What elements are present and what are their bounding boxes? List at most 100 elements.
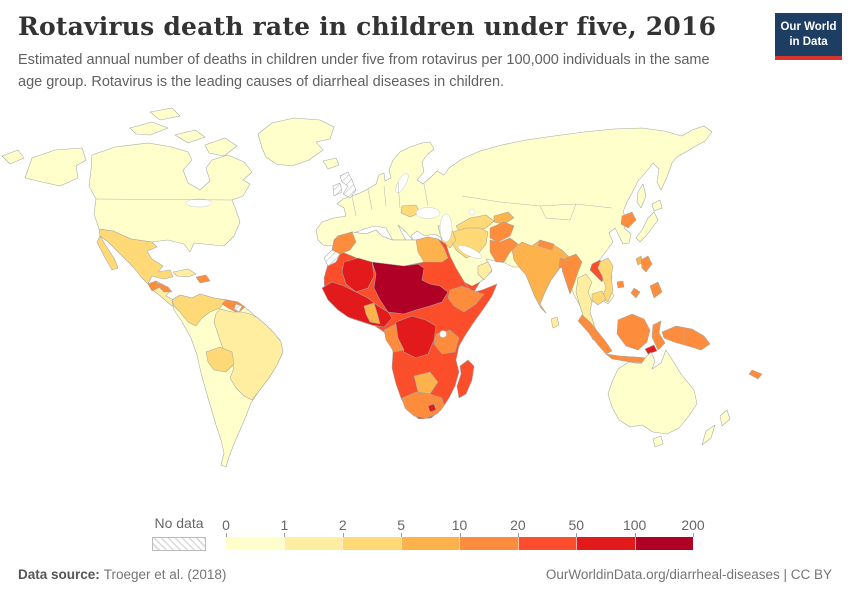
region-cambodia[interactable] (591, 290, 607, 306)
legend-tick-mark (342, 533, 344, 537)
country-borders (95, 181, 685, 346)
legend-tick-mark (459, 533, 461, 537)
persian-gulf (457, 245, 483, 259)
region-borneo[interactable] (616, 313, 651, 351)
region-south-africa[interactable] (401, 391, 445, 419)
region-ethiopia[interactable] (447, 285, 485, 313)
region-new-guinea[interactable] (661, 325, 711, 351)
region-morocco[interactable] (331, 231, 357, 255)
legend-bin-5-10[interactable] (400, 537, 459, 550)
chart-title: Rotavirus death rate in children under f… (18, 12, 717, 41)
legend-tick-20: 20 (510, 517, 526, 533)
region-colombia-venezuela[interactable] (171, 293, 227, 327)
region-sakhalin[interactable] (636, 183, 647, 209)
legend-tick-2: 2 (338, 517, 347, 533)
region-tasmania[interactable] (652, 435, 664, 448)
legend-tick-labels: 0 1 2 5 10 20 50 100 200 (222, 514, 705, 533)
logo-line-2: in Data (789, 35, 828, 48)
region-western-sahara[interactable] (323, 249, 341, 267)
legend-tick-mark (634, 533, 636, 537)
region-iceland[interactable] (322, 157, 340, 170)
legend-bin-2-5[interactable] (342, 537, 401, 550)
region-kyrgyz-tajik[interactable] (493, 211, 515, 225)
legend-tick-50: 50 (568, 517, 585, 533)
region-thailand[interactable] (575, 273, 595, 331)
legend-tick-10: 10 (451, 517, 468, 533)
region-japan[interactable] (635, 199, 663, 243)
legend-bin-1-2[interactable] (283, 537, 342, 550)
legend-tick-mark (576, 533, 578, 537)
lake-victoria (439, 330, 447, 338)
baltic-sea (395, 172, 409, 194)
great-lakes (185, 198, 213, 208)
region-new-caledonia[interactable] (748, 369, 763, 380)
legend-tick-0: 0 (222, 517, 230, 533)
region-alaska[interactable] (24, 147, 87, 187)
region-vietnam[interactable] (597, 257, 614, 303)
region-myanmar[interactable] (561, 253, 583, 295)
region-greenland[interactable] (257, 117, 335, 167)
region-sri-lanka[interactable] (550, 316, 560, 329)
region-iran[interactable] (449, 227, 489, 259)
region-pakistan[interactable] (489, 237, 519, 263)
region-hispaniola[interactable] (195, 274, 211, 284)
region-madagascar[interactable] (456, 359, 475, 399)
region-chukotka-west[interactable] (1, 149, 25, 165)
map-legend: No data 0 1 2 5 10 20 50 100 200 (0, 514, 850, 556)
region-sahel[interactable] (371, 261, 449, 315)
legend-color-bar (226, 533, 694, 550)
no-data-label: No data (154, 515, 204, 531)
region-ghana[interactable] (363, 302, 381, 325)
region-new-zealand[interactable] (701, 409, 731, 446)
legend-tick-mark (284, 533, 286, 537)
legend-tick-5: 5 (397, 517, 406, 533)
region-nepal[interactable] (537, 239, 555, 251)
region-timor[interactable] (644, 344, 658, 355)
region-egypt[interactable] (415, 236, 449, 263)
region-arctic-islands[interactable] (129, 108, 238, 157)
region-afghanistan[interactable] (489, 221, 515, 243)
region-australia[interactable] (607, 349, 698, 435)
region-brazil[interactable] (213, 308, 284, 401)
world-map (1, 108, 763, 468)
legend-no-data: No data (152, 514, 206, 551)
region-india[interactable] (511, 239, 571, 314)
legend-bin-10-20[interactable] (459, 537, 518, 550)
chart-subtitle: Estimated annual number of deaths in chi… (18, 52, 710, 90)
region-bolivia[interactable] (205, 346, 235, 373)
region-hainan[interactable] (616, 280, 625, 289)
data-source: Data source: Troeger et al. (2018) (18, 567, 226, 582)
region-philippines[interactable] (630, 255, 663, 299)
region-sumatra[interactable] (577, 314, 613, 355)
legend-scale: 0 1 2 5 10 20 50 100 200 (222, 514, 705, 550)
data-source-label: Data source: (18, 567, 100, 582)
owid-logo[interactable]: Our World in Data (775, 13, 842, 60)
region-honduras[interactable] (157, 282, 173, 293)
legend-tick-1: 1 (280, 517, 289, 533)
legend-bin-100-200[interactable] (634, 537, 693, 550)
region-botswana[interactable] (413, 371, 439, 395)
region-north-korea[interactable] (620, 211, 637, 229)
region-gabon-congo[interactable] (383, 323, 405, 353)
region-mali[interactable] (341, 257, 375, 293)
credit-link[interactable]: OurWorldinData.org/diarrheal-diseases | … (545, 567, 832, 582)
no-data-swatch[interactable] (152, 537, 206, 551)
legend-tick-mark (517, 533, 519, 537)
region-sulawesi[interactable] (651, 320, 666, 351)
legend-tick-100: 100 (622, 517, 647, 533)
region-lesotho[interactable] (427, 403, 437, 413)
region-ireland[interactable] (332, 182, 343, 197)
region-romania[interactable] (400, 204, 421, 218)
legend-bin-20-50[interactable] (517, 537, 576, 550)
legend-bin-0-1[interactable] (226, 537, 284, 550)
legend-bin-50-100[interactable] (576, 537, 635, 550)
caspian-sea (439, 213, 453, 243)
legend-tick-mark (401, 533, 403, 537)
region-mexico[interactable] (96, 228, 174, 285)
legend-tick-mark (226, 533, 227, 537)
region-cuba[interactable] (172, 268, 197, 278)
region-uk[interactable] (339, 171, 357, 199)
region-java[interactable] (605, 353, 649, 364)
region-oman[interactable] (477, 261, 493, 281)
data-source-value: Troeger et al. (2018) (103, 567, 227, 582)
